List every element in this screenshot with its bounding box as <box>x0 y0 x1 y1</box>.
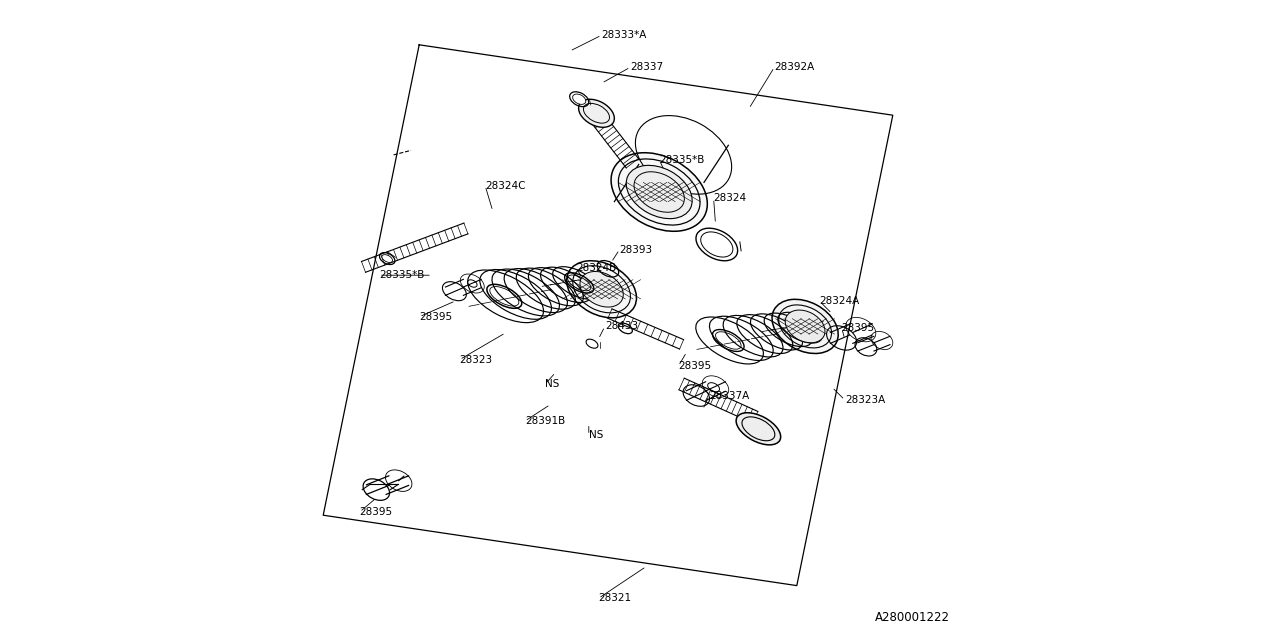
Ellipse shape <box>736 413 781 445</box>
Ellipse shape <box>572 94 586 104</box>
Ellipse shape <box>772 300 838 353</box>
Text: 28337: 28337 <box>630 62 663 72</box>
Text: 28392A: 28392A <box>774 62 814 72</box>
Text: 28395: 28395 <box>678 361 712 371</box>
Text: 28333*A: 28333*A <box>602 30 646 40</box>
Text: 28395: 28395 <box>842 323 874 333</box>
Ellipse shape <box>626 165 692 219</box>
Text: 28337A: 28337A <box>709 390 749 401</box>
Ellipse shape <box>381 255 393 262</box>
Text: 28395: 28395 <box>420 312 452 322</box>
Ellipse shape <box>611 153 708 231</box>
Text: 28433: 28433 <box>604 321 637 332</box>
Text: 28324B: 28324B <box>576 262 616 273</box>
Text: 28393: 28393 <box>620 244 653 255</box>
Ellipse shape <box>580 271 623 307</box>
Text: 28324A: 28324A <box>819 296 859 306</box>
Text: 28395: 28395 <box>360 507 393 517</box>
Text: 28335*B: 28335*B <box>379 270 424 280</box>
Text: 28324C: 28324C <box>485 180 526 191</box>
Text: 28323: 28323 <box>460 355 493 365</box>
Text: NS: NS <box>545 379 559 389</box>
Text: 28335*B: 28335*B <box>659 155 704 165</box>
Ellipse shape <box>567 260 636 318</box>
Ellipse shape <box>579 99 614 127</box>
Text: NS: NS <box>589 430 603 440</box>
Ellipse shape <box>785 310 826 343</box>
Text: A280001222: A280001222 <box>876 611 950 624</box>
Text: 28391B: 28391B <box>525 416 564 426</box>
Text: 28321: 28321 <box>599 593 631 604</box>
Text: 28324: 28324 <box>714 193 746 204</box>
Text: 28323A: 28323A <box>845 395 884 405</box>
